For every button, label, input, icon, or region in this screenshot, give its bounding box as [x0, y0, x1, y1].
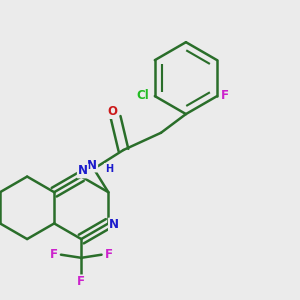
Text: F: F: [77, 275, 85, 288]
Text: F: F: [50, 248, 58, 261]
Text: F: F: [104, 248, 112, 261]
Text: Cl: Cl: [136, 89, 149, 102]
Text: O: O: [107, 105, 118, 118]
Text: N: N: [109, 218, 119, 232]
Text: F: F: [221, 89, 229, 102]
Text: H: H: [105, 164, 113, 174]
Text: N: N: [78, 164, 88, 177]
Text: N: N: [87, 158, 97, 172]
